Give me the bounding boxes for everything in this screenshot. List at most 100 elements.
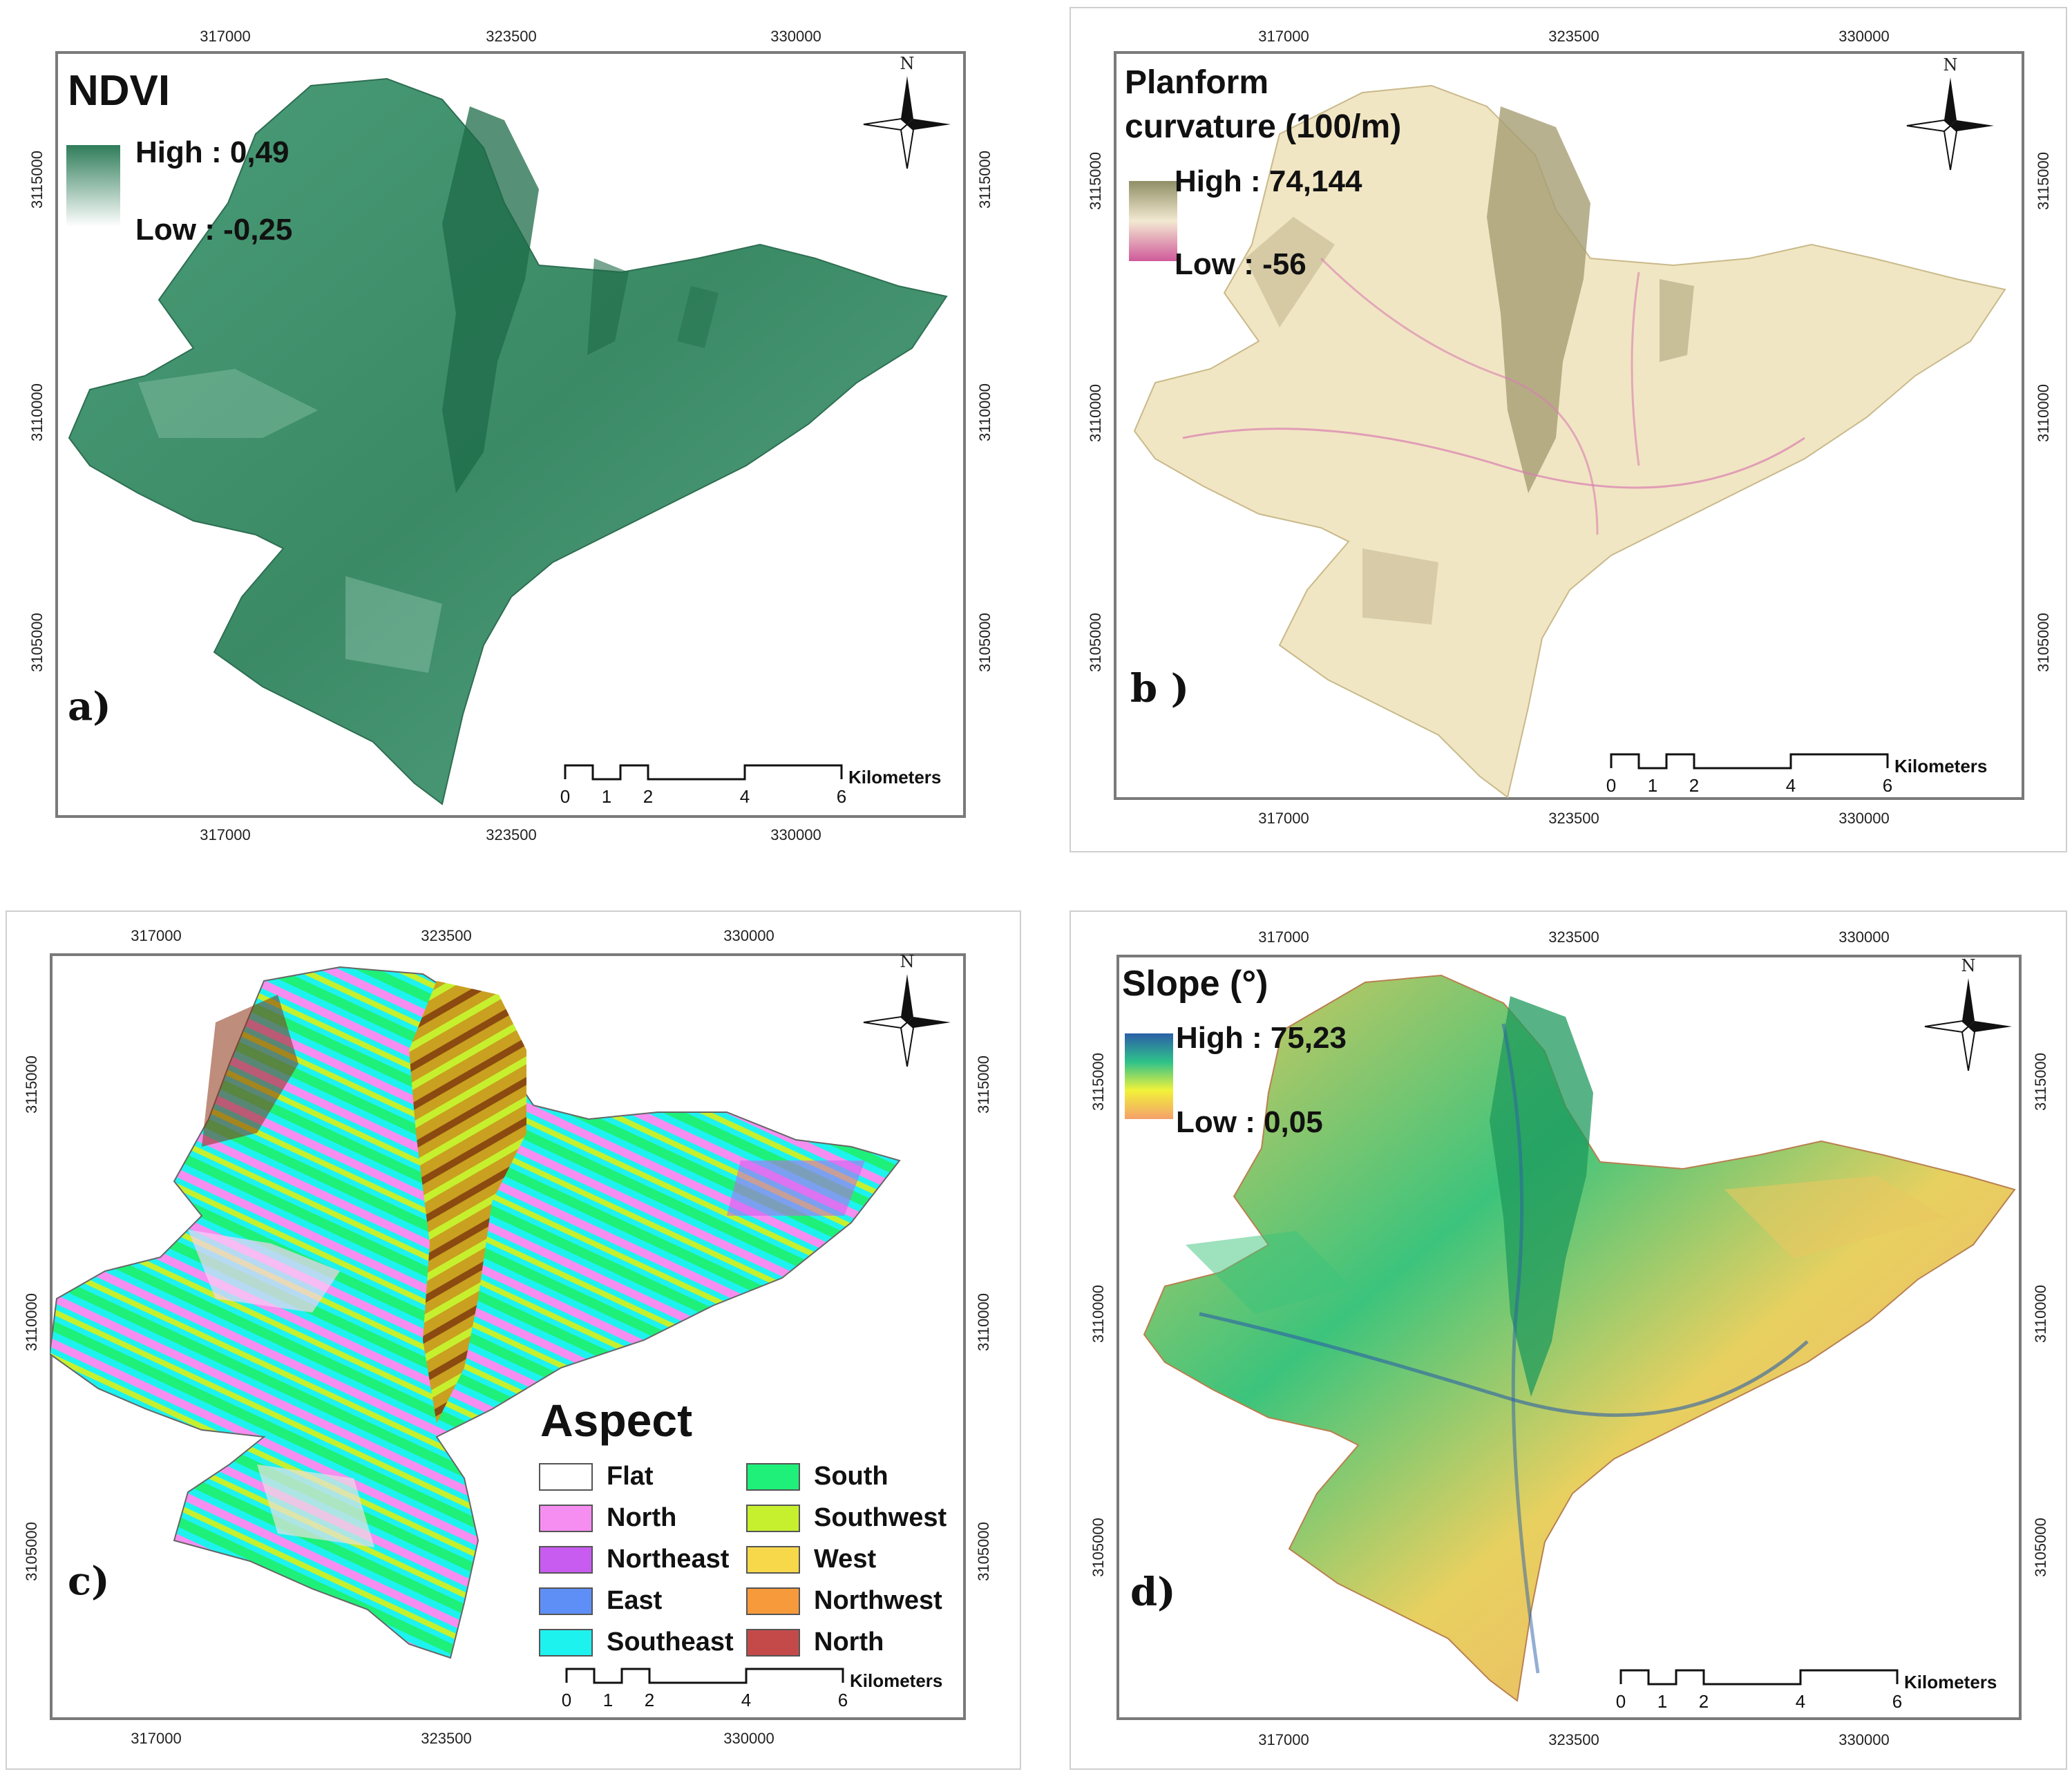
legend-low: Low : -56 — [1175, 247, 1306, 281]
y-tick-left: 3115000 — [1087, 151, 1104, 211]
watershed-shape — [1143, 974, 2016, 1702]
x-tick-bottom: 323500 — [1548, 810, 1599, 827]
svg-text:1: 1 — [602, 786, 611, 807]
legend-high: High : 75,23 — [1176, 1021, 1347, 1055]
y-tick-left: 3110000 — [1087, 383, 1104, 443]
panel-label: b ) — [1130, 666, 1190, 712]
legend-label: Northeast — [607, 1545, 730, 1574]
panel-border — [6, 910, 1021, 1770]
swatch-west — [746, 1546, 800, 1574]
x-tick-bottom: 317000 — [1258, 810, 1309, 827]
curvature-map-region — [1133, 84, 2006, 799]
panel-label: d) — [1130, 1569, 1176, 1615]
svg-text:4: 4 — [741, 1690, 751, 1710]
ndvi-map-region — [68, 77, 948, 805]
svg-text:Kilometers: Kilometers — [1894, 756, 1987, 776]
x-tick-top: 330000 — [1838, 928, 1890, 946]
x-tick-top: 330000 — [723, 927, 774, 944]
svg-text:Kilometers: Kilometers — [850, 1670, 942, 1691]
north-arrow-icon: N — [1924, 956, 2012, 1071]
svg-text:0: 0 — [1606, 775, 1616, 796]
y-tick-right: 3105000 — [2035, 613, 2052, 672]
legend-label: South — [814, 1462, 888, 1491]
x-tick-top: 323500 — [486, 28, 537, 45]
legend-label: East — [607, 1586, 663, 1615]
map-title-line-2: curvature (100/m) — [1125, 108, 1402, 145]
x-tick-top: 317000 — [1258, 28, 1309, 45]
x-tick-top: 330000 — [1838, 28, 1890, 45]
legend-label: Southwest — [814, 1503, 947, 1532]
y-tick-right: 3105000 — [975, 1522, 992, 1581]
x-tick-top: 317000 — [1258, 928, 1309, 946]
x-tick-bottom: 317000 — [131, 1730, 182, 1747]
scale-bar: 0 1 2 4 6 Kilometers — [1606, 753, 1987, 796]
legend-color-ramp — [66, 145, 120, 227]
legend-label: Northwest — [814, 1586, 942, 1615]
panel-border — [1070, 7, 2067, 852]
svg-text:0: 0 — [1616, 1691, 1626, 1712]
svg-text:N: N — [900, 952, 915, 971]
svg-text:1: 1 — [1648, 775, 1657, 796]
panel-slope: 317000 323500 330000 317000 323500 33000… — [1064, 898, 2072, 1785]
svg-text:6: 6 — [838, 1690, 848, 1710]
swatch-flat — [539, 1463, 593, 1491]
dark-ridge — [442, 106, 539, 493]
legend-high: High : 74,144 — [1175, 164, 1362, 198]
y-tick-left: 3105000 — [1087, 613, 1104, 672]
map-title-line-1: Planform — [1125, 64, 1269, 101]
swatch-north-2 — [746, 1629, 800, 1657]
svg-text:N: N — [900, 54, 915, 73]
x-tick-top: 317000 — [131, 927, 182, 944]
y-tick-left: 3115000 — [1090, 1052, 1107, 1111]
swatch-north — [539, 1505, 593, 1532]
scale-bar: 0 1 2 4 6 Kilometers — [1616, 1669, 1997, 1712]
swatch-northwest — [746, 1587, 800, 1615]
ridge-band — [409, 981, 526, 1423]
legend-title: Aspect — [540, 1395, 693, 1446]
panel-border — [1070, 910, 2067, 1770]
legend-label: North — [814, 1628, 884, 1657]
svg-text:2: 2 — [643, 786, 653, 807]
legend-low: Low : -0,25 — [135, 213, 293, 247]
x-tick-top: 330000 — [770, 28, 821, 45]
legend-label: Southeast — [607, 1628, 734, 1657]
y-tick-left: 3105000 — [28, 613, 46, 672]
y-tick-left: 3115000 — [28, 150, 46, 209]
legend-color-ramp — [1129, 181, 1177, 261]
svg-text:4: 4 — [740, 786, 750, 807]
svg-text:1: 1 — [603, 1690, 613, 1710]
legend-label: West — [814, 1545, 877, 1574]
panel-label: a) — [68, 684, 111, 729]
y-tick-right: 3110000 — [976, 383, 994, 442]
swatch-southwest — [746, 1505, 800, 1532]
y-tick-right: 3105000 — [976, 613, 994, 672]
x-tick-bottom: 330000 — [1838, 810, 1890, 827]
swatch-east — [539, 1587, 593, 1615]
y-tick-right: 3115000 — [975, 1055, 992, 1114]
svg-text:2: 2 — [645, 1690, 654, 1710]
legend-label: North — [607, 1503, 677, 1532]
x-tick-top: 317000 — [200, 28, 251, 45]
y-tick-right: 3105000 — [2032, 1518, 2049, 1577]
svg-text:0: 0 — [562, 1690, 571, 1710]
legend-low: Low : 0,05 — [1176, 1105, 1323, 1139]
x-tick-bottom: 323500 — [486, 826, 537, 843]
legend-label: Flat — [607, 1462, 654, 1491]
svg-text:4: 4 — [1786, 775, 1796, 796]
x-tick-bottom: 330000 — [723, 1730, 774, 1747]
y-tick-right: 3115000 — [976, 150, 994, 209]
scale-bar: 0 1 2 4 6 Kilometers — [560, 764, 941, 807]
dark-ridge — [1487, 106, 1590, 493]
x-tick-top: 323500 — [421, 927, 472, 944]
x-tick-bottom: 317000 — [1258, 1731, 1309, 1748]
x-tick-top: 323500 — [1548, 28, 1599, 45]
y-tick-right: 3110000 — [2035, 383, 2052, 443]
y-tick-left: 3115000 — [23, 1055, 40, 1114]
svg-text:Kilometers: Kilometers — [1904, 1672, 1997, 1692]
north-arrow-icon: N — [863, 952, 951, 1067]
y-tick-left: 3110000 — [23, 1292, 40, 1352]
y-tick-left: 3110000 — [1090, 1284, 1107, 1344]
y-tick-right: 3110000 — [975, 1292, 992, 1352]
swatch-south — [746, 1463, 800, 1491]
svg-text:Kilometers: Kilometers — [848, 767, 941, 788]
